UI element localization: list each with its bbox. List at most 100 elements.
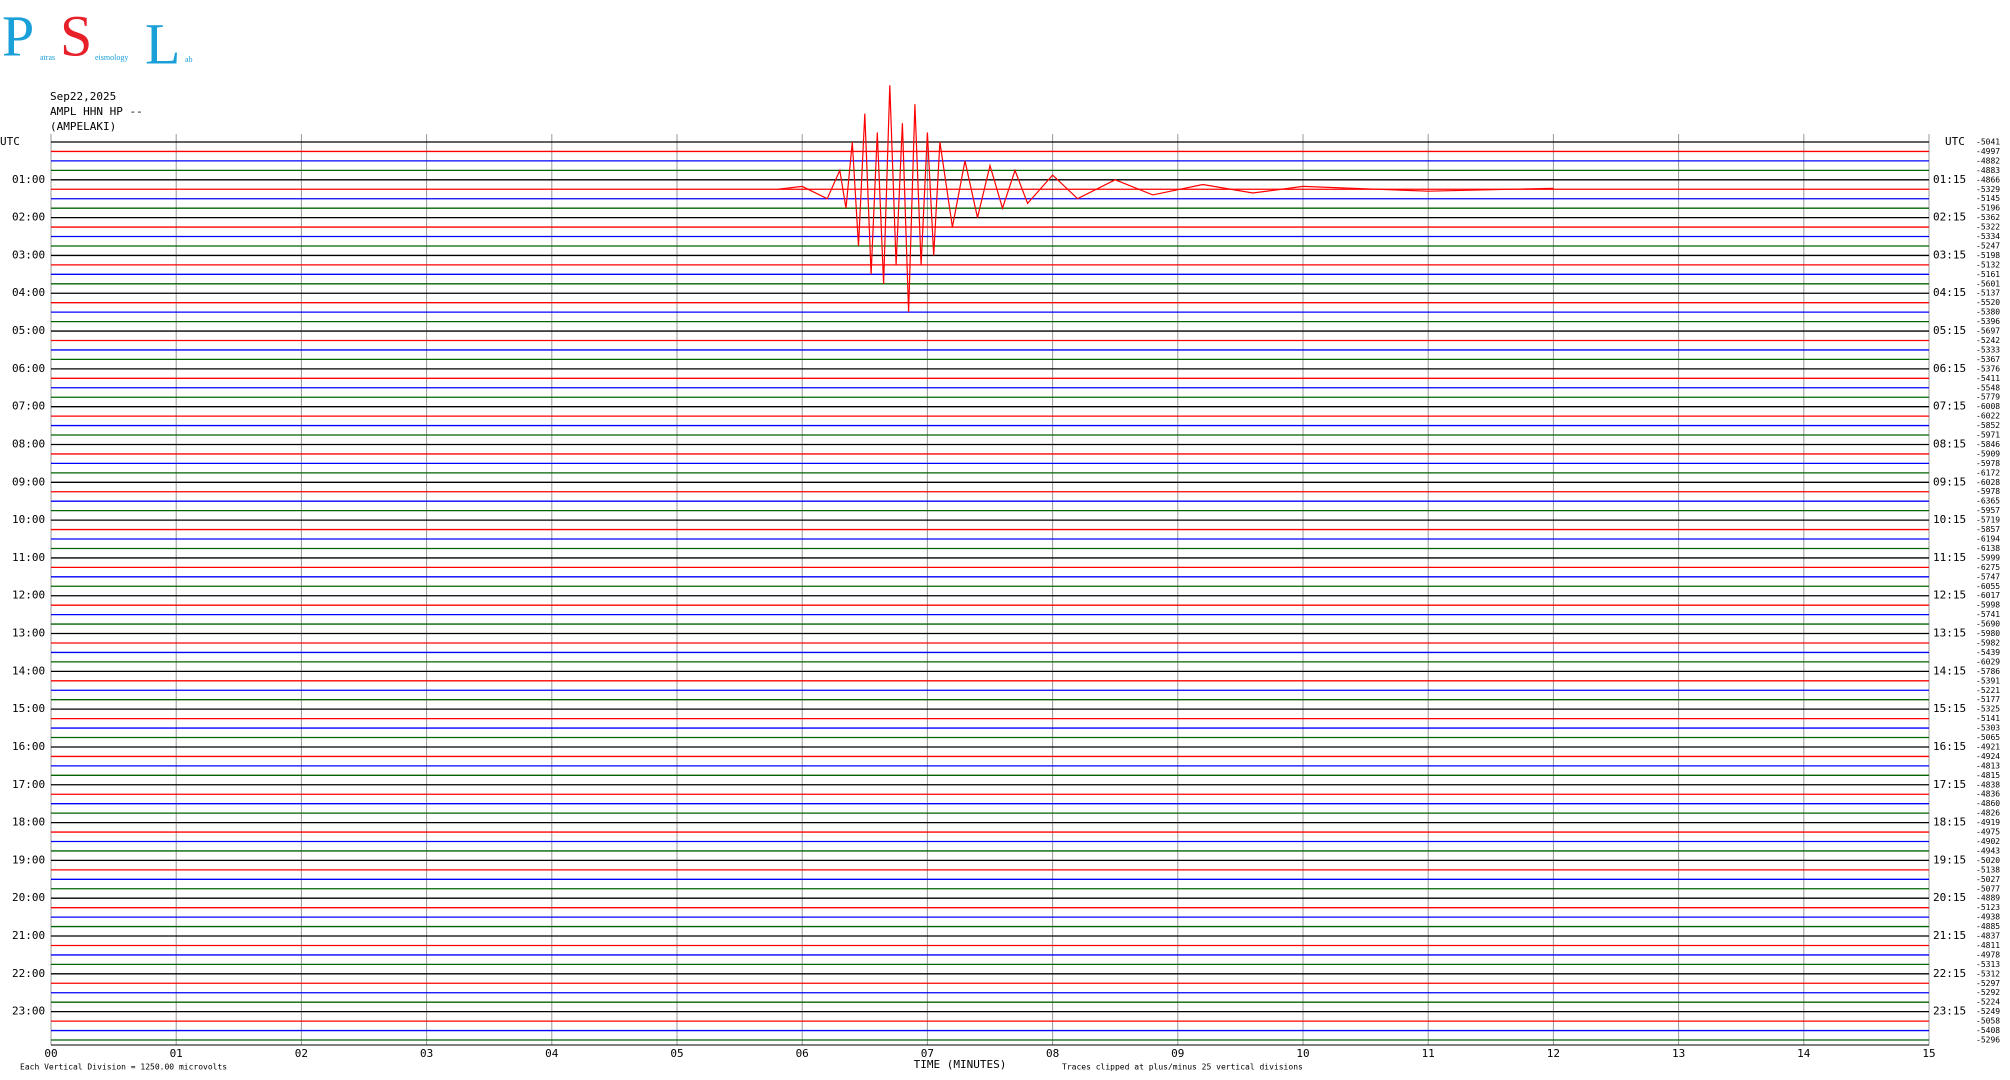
hour-label-right: 17:15 (1933, 778, 1966, 791)
trace-offset: -5198 (1976, 251, 2000, 260)
trace-offset: -5741 (1976, 610, 2000, 619)
hour-label-right: 11:15 (1933, 551, 1966, 564)
trace-offset: -5322 (1976, 223, 2000, 232)
hour-label-left: 17:00 (12, 778, 45, 791)
trace-offset: -5408 (1976, 1026, 2000, 1035)
hour-label-right: 20:15 (1933, 891, 1966, 904)
x-tick-label: 05 (670, 1047, 683, 1060)
trace-offset: -5297 (1976, 979, 2000, 988)
date: Sep22,2025 (50, 90, 116, 103)
logo-word: atras (40, 53, 55, 62)
trace-offset: -4938 (1976, 913, 2000, 922)
x-tick-label: 13 (1672, 1047, 1685, 1060)
trace-offset: -5196 (1976, 204, 2000, 213)
trace-offset: -5325 (1976, 705, 2000, 714)
hour-label-left: 09:00 (12, 475, 45, 488)
clip-note: Traces clipped at plus/minus 25 vertical… (1062, 1063, 1303, 1072)
trace-offset: -6172 (1976, 468, 2000, 477)
trace-offset: -5857 (1976, 525, 2000, 534)
trace-offset: -5132 (1976, 260, 2000, 269)
trace-offset: -5367 (1976, 355, 2000, 364)
hour-label-right: 12:15 (1933, 589, 1966, 602)
hour-label-left: 15:00 (12, 702, 45, 715)
trace-offset: -5520 (1976, 298, 2000, 307)
trace-offset: -6138 (1976, 544, 2000, 553)
utc-left: UTC (0, 135, 20, 148)
x-tick-label: 10 (1296, 1047, 1309, 1060)
trace-offset: -4978 (1976, 950, 2000, 959)
trace-offset: -5697 (1976, 327, 2000, 336)
trace-offset: -5396 (1976, 317, 2000, 326)
hour-label-right: 07:15 (1933, 400, 1966, 413)
trace-offset: -5145 (1976, 194, 2000, 203)
hour-label-left: 02:00 (12, 211, 45, 224)
hour-label-left: 12:00 (12, 589, 45, 602)
trace-offset: -4997 (1976, 147, 2000, 156)
trace-offset: -5137 (1976, 289, 2000, 298)
trace-offset: -4860 (1976, 799, 2000, 808)
trace-offset: -5998 (1976, 601, 2000, 610)
trace-offset: -6028 (1976, 478, 2000, 487)
x-tick-label: 04 (545, 1047, 559, 1060)
trace-offset: -5221 (1976, 686, 2000, 695)
trace-offset: -5548 (1976, 383, 2000, 392)
trace-offset: -5123 (1976, 903, 2000, 912)
hour-label-right: 21:15 (1933, 929, 1966, 942)
hour-label-right: 15:15 (1933, 702, 1966, 715)
x-tick-label: 14 (1797, 1047, 1811, 1060)
hour-label-left: 18:00 (12, 816, 45, 829)
trace-offset: -5846 (1976, 440, 2000, 449)
trace-offset: -5978 (1976, 459, 2000, 468)
logo-word: ab (185, 55, 193, 64)
trace-offset: -5982 (1976, 638, 2000, 647)
hour-label-right: 18:15 (1933, 816, 1966, 829)
scale-note: Each Vertical Division = 1250.00 microvo… (20, 1063, 227, 1072)
x-tick-label: 06 (796, 1047, 809, 1060)
trace-offset: -4813 (1976, 761, 2000, 770)
trace-offset: -5065 (1976, 733, 2000, 742)
hour-label-left: 05:00 (12, 324, 45, 337)
hour-label-right: 23:15 (1933, 1005, 1966, 1018)
hour-label-left: 10:00 (12, 513, 45, 526)
trace-offset: -5249 (1976, 1007, 2000, 1016)
hour-label-right: 01:15 (1933, 173, 1966, 186)
station-name: (AMPELAKI) (50, 120, 116, 133)
hour-label-right: 05:15 (1933, 324, 1966, 337)
hour-label-right: 03:15 (1933, 248, 1966, 261)
trace-offset: -5852 (1976, 421, 2000, 430)
hour-label-right: 22:15 (1933, 967, 1966, 980)
x-tick-label: 03 (420, 1047, 433, 1060)
trace-offset: -6194 (1976, 535, 2000, 544)
hour-label-left: 11:00 (12, 551, 45, 564)
x-tick-label: 00 (44, 1047, 57, 1060)
trace-offset: -6029 (1976, 657, 2000, 666)
event-waveform (777, 85, 1554, 313)
trace-offset: -5779 (1976, 393, 2000, 402)
x-tick-label: 12 (1547, 1047, 1560, 1060)
trace-offset: -4826 (1976, 809, 2000, 818)
utc-right: UTC (1945, 135, 1965, 148)
hour-label-right: 08:15 (1933, 437, 1966, 450)
hour-label-right: 09:15 (1933, 475, 1966, 488)
hour-label-right: 19:15 (1933, 853, 1966, 866)
trace-offset: -5020 (1976, 856, 2000, 865)
x-tick-label: 02 (295, 1047, 308, 1060)
trace-offset: -4837 (1976, 932, 2000, 941)
trace-offset: -5333 (1976, 345, 2000, 354)
trace-offset: -6365 (1976, 497, 2000, 506)
trace-offset: -5296 (1976, 1036, 2000, 1045)
trace-offset: -4889 (1976, 894, 2000, 903)
hour-label-left: 14:00 (12, 664, 45, 677)
trace-offset: -5058 (1976, 1017, 2000, 1026)
trace-offset: -5138 (1976, 865, 2000, 874)
trace-offset: -6275 (1976, 563, 2000, 572)
trace-offset: -6008 (1976, 402, 2000, 411)
hour-label-right: 02:15 (1933, 211, 1966, 224)
trace-offset: -4885 (1976, 922, 2000, 931)
trace-offset: -4943 (1976, 846, 2000, 855)
trace-offset: -5161 (1976, 270, 2000, 279)
trace-offset: -5077 (1976, 884, 2000, 893)
trace-offset: -5719 (1976, 516, 2000, 525)
hour-label-left: 07:00 (12, 400, 45, 413)
hour-label-left: 01:00 (12, 173, 45, 186)
